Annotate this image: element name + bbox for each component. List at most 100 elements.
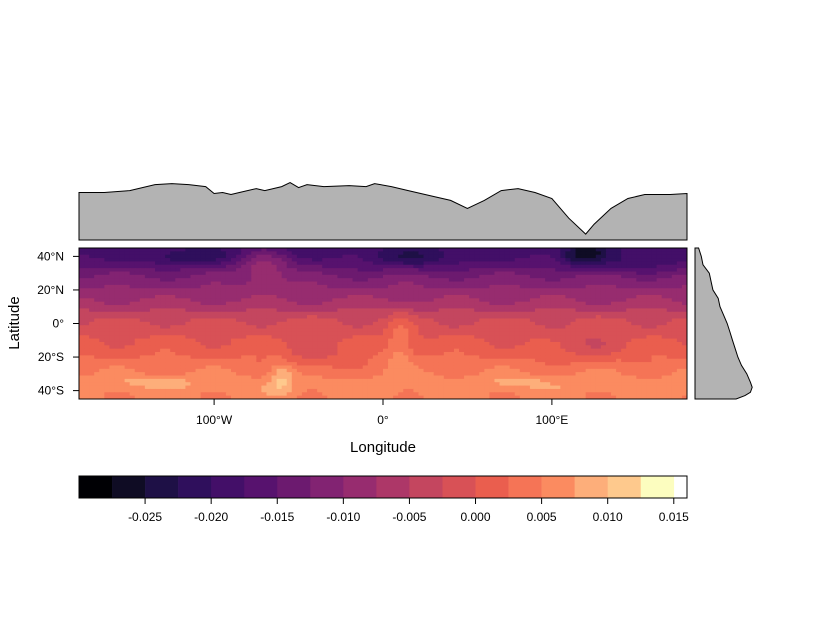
heatmap-cell (459, 341, 465, 346)
heatmap-cell (600, 315, 607, 320)
heatmap-cell (631, 305, 637, 309)
heatmap-cell (175, 308, 181, 313)
heatmap-cell (605, 261, 612, 266)
heatmap-cell (155, 298, 161, 303)
heatmap-cell (433, 254, 440, 259)
heatmap-cell (550, 294, 556, 299)
heatmap-cell (149, 251, 156, 256)
heatmap-cell (626, 311, 632, 316)
heatmap-cell (185, 335, 192, 340)
heatmap-cell (621, 321, 627, 326)
heatmap-cell (124, 315, 131, 320)
heatmap-cell (200, 315, 207, 320)
heatmap-cell (631, 368, 637, 373)
heatmap-cell (504, 375, 511, 380)
heatmap-cell (651, 362, 658, 367)
heatmap-cell (195, 308, 202, 313)
heatmap-cell (337, 305, 344, 309)
heatmap-cell (555, 258, 561, 263)
heatmap-cell (231, 331, 237, 336)
heatmap-cell (210, 368, 217, 373)
heatmap-cell (342, 355, 349, 360)
heatmap-cell (616, 298, 622, 303)
heatmap-cell (641, 345, 648, 350)
heatmap-cell (585, 301, 592, 306)
heatmap-cell (175, 335, 181, 340)
heatmap-cell (155, 258, 161, 263)
heatmap-cell (464, 251, 470, 256)
heatmap-cell (246, 308, 252, 313)
heatmap-cell (180, 268, 186, 273)
heatmap-cell (170, 321, 176, 326)
heatmap-cell (433, 315, 440, 320)
heatmap-cell (175, 254, 181, 259)
heatmap-cell (104, 331, 110, 336)
heatmap-cell (494, 315, 501, 320)
heatmap-cell (261, 308, 268, 313)
heatmap-cell (681, 254, 687, 259)
heatmap-cell (631, 362, 637, 367)
heatmap-cell (129, 261, 136, 266)
heatmap-cell (251, 335, 257, 340)
heatmap-cell (79, 311, 85, 316)
heatmap-cell (342, 372, 349, 377)
heatmap-cell (519, 261, 526, 266)
heatmap-cell (489, 358, 496, 363)
heatmap-cell (99, 328, 105, 333)
heatmap-cell (656, 308, 663, 313)
heatmap-cell (585, 382, 592, 387)
heatmap-cell (489, 251, 496, 256)
heatmap-cell (656, 264, 663, 269)
heatmap-cell (398, 318, 404, 323)
heatmap-cell (139, 355, 146, 360)
heatmap-cell (266, 362, 273, 367)
heatmap-cell (540, 305, 546, 309)
heatmap-cell (509, 355, 516, 360)
heatmap-cell (307, 294, 313, 299)
heatmap-cell (185, 372, 192, 377)
heatmap-cell (514, 352, 521, 356)
heatmap-cell (144, 291, 151, 296)
heatmap-cell (256, 251, 262, 256)
heatmap-cell (301, 271, 308, 276)
heatmap-cell (535, 261, 541, 266)
heatmap-cell (307, 271, 313, 276)
heatmap-cell (580, 315, 587, 320)
heatmap-cell (362, 372, 369, 377)
heatmap-cell (281, 291, 288, 296)
heatmap-cell (307, 288, 313, 293)
heatmap-cell (134, 331, 141, 336)
heatmap-cell (312, 321, 318, 326)
heatmap-cell (332, 378, 338, 383)
heatmap-cell (560, 264, 566, 269)
heatmap-cell (616, 278, 622, 283)
heatmap-cell (155, 278, 161, 283)
heatmap-cell (616, 301, 622, 306)
heatmap-cell (261, 331, 268, 336)
heatmap-cell (616, 358, 622, 363)
heatmap-cell (514, 308, 521, 313)
heatmap-cell (651, 328, 658, 333)
heatmap-cell (570, 278, 577, 283)
heatmap-cell (296, 321, 303, 326)
heatmap-cell (160, 248, 166, 252)
heatmap-cell (296, 311, 303, 316)
heatmap-cell (357, 274, 364, 279)
heatmap-cell (175, 331, 181, 336)
heatmap-cell (210, 301, 217, 306)
heatmap-cell (479, 308, 485, 313)
heatmap-cell (261, 264, 268, 269)
heatmap-cell (114, 288, 121, 293)
heatmap-cell (94, 291, 100, 296)
heatmap-cell (529, 281, 536, 286)
heatmap-cell (271, 348, 278, 353)
heatmap-cell (337, 365, 344, 370)
heatmap-cell (220, 341, 227, 346)
heatmap-cell (398, 274, 404, 279)
heatmap-cell (114, 248, 121, 252)
heatmap-cell (307, 382, 313, 387)
heatmap-cell (180, 345, 186, 350)
heatmap-cell (114, 382, 121, 387)
heatmap-cell (281, 254, 288, 259)
heatmap-cell (423, 305, 430, 309)
